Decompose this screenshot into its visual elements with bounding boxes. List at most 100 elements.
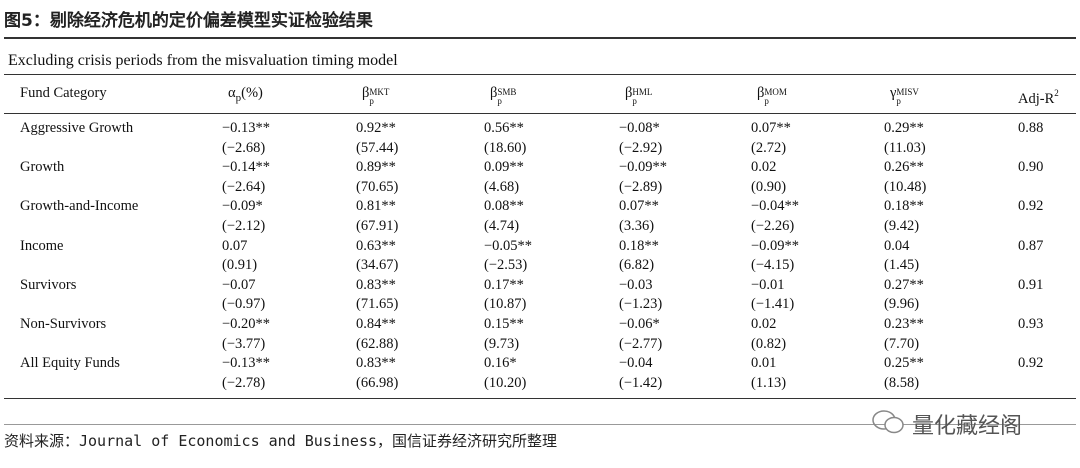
header-sup: MOM — [764, 87, 787, 97]
coefficient: 0.16* — [484, 355, 517, 372]
t-statistic: (1.45) — [884, 257, 920, 274]
coefficient: 0.84** — [356, 316, 396, 332]
coefficient: 0.26** — [884, 159, 924, 176]
rule — [4, 113, 1076, 114]
header-sub: p — [497, 96, 502, 106]
column-header: Adj-R2 — [1018, 84, 1059, 108]
coefficient: 0.56** — [484, 120, 524, 136]
t-statistic: (−2.53) — [484, 257, 528, 274]
t-statistic: (11.03) — [884, 139, 926, 156]
column-header: αp(%) — [228, 84, 263, 107]
t-statistic: (9.73) — [484, 335, 520, 352]
header-sup: MISV — [896, 87, 919, 97]
t-statistic: (34.67) — [356, 257, 399, 274]
t-statistic: (−1.23) — [619, 296, 663, 313]
header-symbol: β — [362, 85, 370, 101]
header-scripts: HML p — [632, 88, 652, 106]
t-statistic: (−0.97) — [222, 296, 266, 313]
coefficient: 0.29** — [884, 120, 924, 136]
header-sub: p — [235, 92, 242, 104]
coefficient: −0.01 — [751, 276, 785, 293]
t-statistic: (9.96) — [884, 296, 920, 313]
header-sup: 2 — [1054, 88, 1059, 98]
coefficient: 0.83** — [356, 355, 396, 372]
t-statistic: (1.13) — [751, 374, 787, 391]
header-sub: p — [369, 96, 374, 106]
t-statistic: (62.88) — [356, 335, 399, 352]
t-statistic: (10.20) — [484, 374, 527, 391]
column-header: β MOM p — [757, 84, 787, 106]
coefficient: 0.07** — [751, 120, 791, 136]
t-statistic: (67.91) — [356, 217, 399, 234]
coefficient: −0.04 — [619, 355, 653, 372]
coefficient: 0.81** — [356, 198, 396, 215]
header-scripts: SMB p — [497, 88, 516, 106]
coefficient: 0.15** — [484, 316, 524, 332]
watermark: 量化藏经阁 — [912, 414, 1023, 439]
header-symbol: α — [228, 85, 236, 101]
adj-r2: 0.92 — [1018, 198, 1044, 215]
coefficient: −0.09** — [751, 237, 800, 254]
coefficient: −0.06* — [619, 316, 660, 332]
t-statistic: (−3.77) — [222, 335, 266, 352]
coefficient: 0.25** — [884, 355, 924, 372]
coefficient: −0.13** — [222, 355, 271, 372]
column-header: β SMB p — [490, 84, 516, 106]
t-statistic: (4.68) — [484, 178, 520, 195]
fund-name: Aggressive Growth — [20, 120, 134, 136]
coefficient: −0.07 — [222, 276, 256, 293]
t-statistic: (8.58) — [884, 374, 920, 391]
t-statistic: (9.42) — [884, 217, 920, 234]
t-statistic: (4.74) — [484, 217, 520, 234]
coefficient: 0.89** — [356, 159, 396, 176]
coefficient: 0.02 — [751, 316, 777, 332]
t-statistic: (0.82) — [751, 335, 787, 352]
t-statistic: (10.87) — [484, 296, 527, 313]
t-statistic: (57.44) — [356, 139, 399, 156]
adj-r2: 0.90 — [1018, 159, 1044, 176]
coefficient: −0.09* — [222, 198, 263, 215]
coefficient: 0.01 — [751, 355, 777, 372]
adj-r2: 0.93 — [1018, 316, 1044, 332]
t-statistic: (70.65) — [356, 178, 399, 195]
adj-r2: 0.88 — [1018, 120, 1044, 136]
t-statistic: (−2.64) — [222, 178, 266, 195]
t-statistic: (−4.15) — [751, 257, 795, 274]
source: 资料来源：Journal of Economics and Business，国… — [4, 432, 558, 450]
t-statistic: (0.91) — [222, 257, 258, 274]
t-statistic: (−2.26) — [751, 217, 795, 234]
header-symbol: γ — [890, 85, 897, 101]
coefficient: −0.14** — [222, 159, 271, 176]
watermark-icon — [872, 410, 904, 434]
coefficient: 0.07** — [619, 198, 659, 215]
header-sup: HML — [632, 87, 653, 97]
header-scripts: MOM p — [764, 88, 787, 106]
header-text: Fund Category — [20, 85, 107, 101]
fund-name: Survivors — [20, 276, 77, 293]
coefficient: 0.04 — [884, 237, 910, 254]
header-symbol: β — [490, 85, 498, 101]
t-statistic: (−1.41) — [751, 296, 795, 313]
coefficient: 0.18** — [619, 237, 659, 254]
header-symbol: β — [757, 85, 765, 101]
t-statistic: (−2.77) — [619, 335, 663, 352]
header-sub: p — [632, 96, 637, 106]
coefficient: −0.03 — [619, 276, 653, 293]
fund-name: Income — [20, 237, 64, 254]
coefficient: 0.07 — [222, 237, 248, 254]
coefficient: 0.17** — [484, 276, 524, 293]
header-sub: p — [764, 96, 769, 106]
t-statistic: (6.82) — [619, 257, 655, 274]
header-symbol: β — [625, 85, 633, 101]
column-header: Fund Category — [20, 84, 107, 102]
header-scripts: MKT p — [369, 88, 389, 106]
coefficient: 0.18** — [884, 198, 924, 215]
header-sup: MKT — [369, 87, 390, 97]
header-suffix: (%) — [241, 85, 263, 101]
t-statistic: (−2.12) — [222, 217, 266, 234]
coefficient: 0.23** — [884, 316, 924, 332]
rule — [4, 398, 1076, 399]
coefficient: 0.02 — [751, 159, 777, 176]
coefficient: 0.27** — [884, 276, 924, 293]
